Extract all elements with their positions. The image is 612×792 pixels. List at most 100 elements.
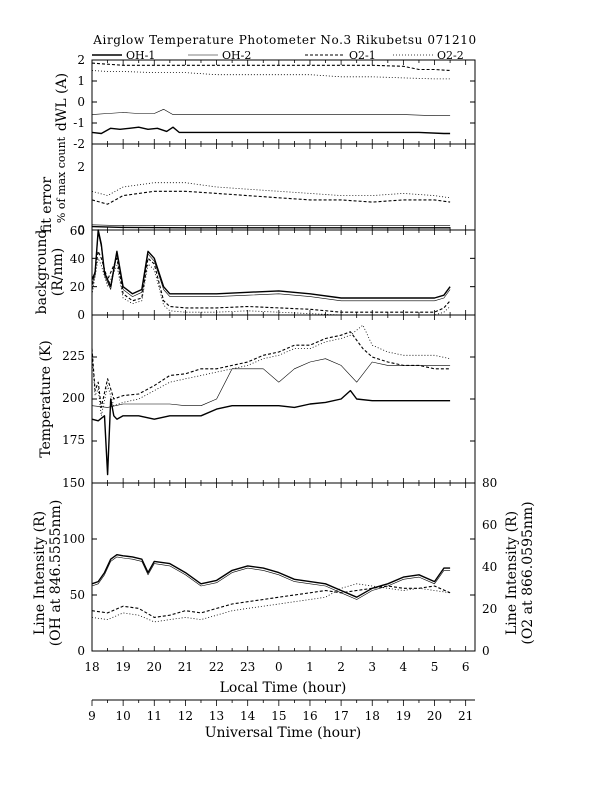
local-time-tick-label: 23 (240, 660, 255, 674)
dwl-ytick-label: -2 (73, 137, 85, 151)
series-line-oh1 (91, 389, 451, 476)
fit-error-ytick-label: 2 (77, 160, 85, 174)
series-line-o21 (91, 331, 451, 408)
intensity-ytick-label: 100 (62, 532, 85, 546)
legend-label-o21: O2-1 (349, 49, 376, 62)
panel-intensity-yticks-right: 0 20 40 60 80 (482, 476, 497, 658)
panel-intensity-plot (91, 482, 475, 652)
fit-error-ylabel: fit error (39, 177, 55, 234)
dwl-ytick-label: 1 (77, 74, 85, 88)
series-line-o21 (91, 62, 451, 72)
ut-tick-label: 11 (147, 709, 162, 723)
series-line-oh2 (91, 358, 451, 408)
intensity-ytick-label: 150 (62, 476, 85, 490)
series-line-o21 (91, 190, 451, 205)
fit-error-ylabel-unit: % of max count (55, 136, 68, 223)
intensity-right-ytick-label: 60 (482, 518, 497, 532)
universal-time-axis: 9 10 11 12 13 14 15 16 17 18 19 20 21 (88, 700, 473, 723)
panel-background-yticks: 0 20 40 60 (70, 224, 85, 322)
local-time-tick-label: 18 (84, 660, 99, 674)
panel-intensity-frame (91, 482, 476, 652)
panel-temperature-yticks: 175 200 225 (62, 349, 85, 447)
temperature-ytick-label: 200 (62, 391, 85, 405)
local-time-tick-label: 22 (209, 660, 224, 674)
ut-tick-label: 15 (271, 709, 286, 723)
temperature-ytick-label: 175 (62, 433, 85, 447)
dwl-ytick-label: 2 (77, 53, 85, 67)
local-time-tick-label: 6 (462, 660, 470, 674)
dwl-ylabel: dWL (A) (54, 73, 70, 131)
ut-tick-label: 16 (302, 709, 317, 723)
legend: OH-1 OH-2 O2-1 O2-2 (92, 49, 464, 62)
legend-label-o22: O2-2 (437, 49, 464, 62)
temperature-ytick-label: 225 (62, 349, 85, 363)
ut-tick-label: 18 (365, 709, 380, 723)
series-line-oh2 (91, 109, 451, 116)
dwl-ytick-label: -1 (73, 116, 85, 130)
figure-title: Airglow Temperature Photometer No.3 Riku… (92, 33, 477, 47)
intensity-ylabel-right: Line Intensity (R) (504, 511, 520, 635)
intensity-ytick-label: 0 (77, 644, 85, 658)
intensity-ylabel-right-unit: (O2 at 866.0595nm) (520, 501, 536, 644)
legend-label-oh1: OH-1 (126, 49, 155, 62)
dwl-ytick-label: 0 (77, 95, 85, 109)
local-time-tick-label: 0 (275, 660, 283, 674)
series-line-oh1 (91, 229, 451, 299)
background-ytick-label: 60 (70, 224, 85, 238)
universal-time-label: Universal Time (hour) (205, 725, 362, 741)
local-time-tick-label: 3 (368, 660, 376, 674)
ut-tick-label: 9 (88, 709, 96, 723)
intensity-ytick-label: 50 (70, 588, 85, 602)
panel-fit-error-yticks: 0 2 (77, 160, 85, 237)
series-line-o21 (91, 250, 451, 313)
local-time-tick-label: 1 (306, 660, 314, 674)
panel-temperature-plot (91, 315, 475, 483)
series-line-o22 (91, 324, 451, 417)
background-ytick-label: 40 (70, 252, 85, 266)
series-line-o21 (91, 585, 451, 618)
series-line-oh1 (91, 225, 451, 229)
series-line-oh1 (91, 126, 451, 135)
ut-tick-label: 10 (115, 709, 130, 723)
panel-background-frame (91, 229, 476, 316)
temperature-ylabel: Temperature (K) (38, 340, 54, 458)
local-time-tick-label: 2 (337, 660, 345, 674)
intensity-right-ytick-label: 20 (482, 602, 497, 616)
intensity-right-ytick-label: 40 (482, 560, 497, 574)
background-ytick-label: 20 (70, 280, 85, 294)
ut-tick-label: 14 (240, 709, 256, 723)
ut-tick-label: 21 (458, 709, 473, 723)
local-time-tick-label: 5 (431, 660, 439, 674)
panel-intensity-yticks-left: 0 50 100 150 (62, 476, 85, 658)
panel-background-plot (91, 229, 475, 316)
series-line-oh2 (91, 556, 451, 600)
panel-dwl-plot (91, 59, 475, 145)
intensity-right-ytick-label: 0 (482, 644, 490, 658)
series-line-o22 (91, 583, 451, 623)
series-line-oh1 (91, 554, 451, 598)
background-ylabel: background (34, 230, 50, 315)
ut-tick-label: 17 (333, 709, 348, 723)
panel-fit-error-frame (91, 143, 476, 231)
ut-tick-label: 20 (427, 709, 442, 723)
series-line-o22 (91, 182, 451, 199)
ut-tick-label: 12 (178, 709, 193, 723)
ut-tick-label: 19 (396, 709, 411, 723)
series-line-oh2 (91, 232, 451, 302)
series-line-o22 (91, 70, 451, 80)
series-line-oh2 (91, 224, 451, 226)
panel-temperature-frame (91, 314, 476, 484)
local-time-tick-label: 4 (400, 660, 408, 674)
local-time-label: Local Time (hour) (220, 680, 347, 696)
local-time-axis: 18 19 20 21 22 23 0 1 2 3 4 5 6 (84, 660, 469, 674)
background-ytick-label: 0 (77, 308, 85, 322)
intensity-ylabel: Line Intensity (R) (32, 511, 48, 635)
panel-dwl-yticks: -2 -1 0 1 2 (73, 53, 85, 151)
local-time-tick-label: 21 (178, 660, 193, 674)
panel-fit-error-plot (91, 143, 475, 231)
local-time-tick-label: 20 (147, 660, 162, 674)
background-ylabel-unit: (R/nm) (50, 248, 66, 296)
fit-error-ytick-label: 0 (77, 223, 85, 237)
ut-tick-label: 13 (209, 709, 224, 723)
